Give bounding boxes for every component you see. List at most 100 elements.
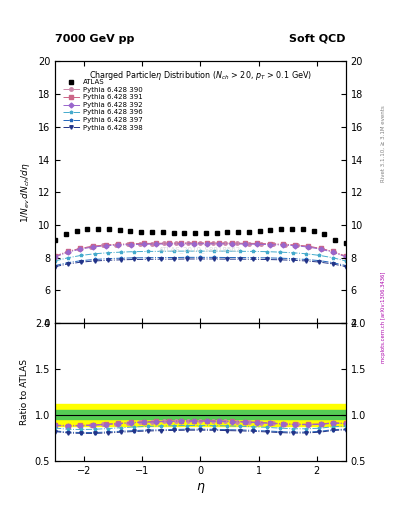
Pythia 6.428 392 — [217, 241, 222, 247]
Pythia 6.428 397 — [317, 258, 322, 264]
Pythia 6.428 391 — [305, 243, 310, 249]
Pythia 6.428 397 — [251, 254, 256, 261]
Pythia 6.428 392 — [179, 241, 184, 247]
Pythia 6.428 391 — [204, 240, 209, 246]
Pythia 6.428 390 — [271, 241, 275, 247]
Pythia 6.428 396 — [277, 249, 282, 255]
Pythia 6.428 397 — [106, 255, 110, 262]
Line: ATLAS: ATLAS — [53, 226, 348, 245]
Pythia 6.428 396 — [211, 248, 216, 254]
Pythia 6.428 397 — [198, 254, 203, 261]
Pythia 6.428 397 — [343, 263, 348, 269]
ATLAS — [333, 237, 338, 243]
Pythia 6.428 390 — [125, 241, 130, 247]
Pythia 6.428 390 — [162, 240, 167, 246]
Pythia 6.428 396 — [119, 249, 123, 255]
Pythia 6.428 392 — [331, 249, 336, 255]
Pythia 6.428 391 — [167, 240, 171, 246]
Pythia 6.428 398 — [145, 256, 150, 262]
Pythia 6.428 397 — [158, 254, 163, 261]
Pythia 6.428 397 — [66, 260, 71, 266]
Pythia 6.428 398 — [92, 258, 97, 264]
ATLAS — [268, 227, 273, 233]
Pythia 6.428 391 — [242, 240, 247, 246]
Pythia 6.428 397 — [145, 254, 150, 261]
Pythia 6.428 390 — [319, 246, 324, 252]
Pythia 6.428 391 — [318, 245, 323, 251]
ATLAS — [193, 230, 197, 236]
ATLAS — [139, 228, 143, 234]
ATLAS — [85, 226, 90, 232]
Pythia 6.428 392 — [154, 241, 158, 247]
Pythia 6.428 392 — [255, 241, 260, 247]
Pythia 6.428 398 — [238, 256, 242, 262]
Pythia 6.428 396 — [304, 251, 309, 257]
ATLAS — [117, 227, 122, 233]
Pythia 6.428 392 — [192, 241, 196, 247]
Pythia 6.428 398 — [290, 257, 295, 263]
Pythia 6.428 392 — [129, 242, 133, 248]
Pythia 6.428 397 — [172, 254, 176, 261]
Line: Pythia 6.428 397: Pythia 6.428 397 — [53, 255, 347, 267]
Text: Soft QCD: Soft QCD — [289, 33, 346, 44]
Line: Pythia 6.428 398: Pythia 6.428 398 — [53, 257, 347, 268]
Pythia 6.428 398 — [330, 261, 335, 267]
Text: mcplots.cern.ch [arXiv:1306.3436]: mcplots.cern.ch [arXiv:1306.3436] — [381, 272, 386, 363]
Pythia 6.428 390 — [77, 246, 82, 252]
Pythia 6.428 392 — [78, 246, 83, 252]
ATLAS — [128, 228, 133, 234]
Pythia 6.428 391 — [141, 240, 146, 246]
Pythia 6.428 391 — [192, 240, 196, 246]
Pythia 6.428 391 — [230, 240, 234, 246]
Pythia 6.428 396 — [53, 258, 57, 264]
Pythia 6.428 397 — [79, 258, 84, 264]
Pythia 6.428 392 — [65, 249, 70, 255]
Pythia 6.428 398 — [317, 259, 322, 265]
Pythia 6.428 391 — [331, 248, 336, 254]
Pythia 6.428 397 — [264, 255, 269, 261]
Pythia 6.428 390 — [174, 240, 178, 246]
Pythia 6.428 391 — [293, 242, 298, 248]
Pythia 6.428 398 — [119, 257, 123, 263]
Y-axis label: $1/N_{ev}\,dN_{ch}/d\eta$: $1/N_{ev}\,dN_{ch}/d\eta$ — [19, 162, 32, 223]
Pythia 6.428 396 — [185, 248, 189, 254]
Pythia 6.428 398 — [132, 257, 137, 263]
ATLAS — [322, 231, 327, 237]
Pythia 6.428 396 — [158, 248, 163, 254]
Pythia 6.428 398 — [53, 264, 57, 270]
Pythia 6.428 391 — [65, 248, 70, 254]
Pythia 6.428 396 — [198, 248, 203, 254]
Pythia 6.428 392 — [318, 246, 323, 252]
Pythia 6.428 390 — [65, 249, 70, 255]
Pythia 6.428 391 — [217, 240, 222, 246]
Pythia 6.428 392 — [167, 241, 171, 247]
Pythia 6.428 398 — [79, 259, 84, 265]
ATLAS — [160, 229, 165, 236]
Pythia 6.428 391 — [343, 253, 348, 259]
Pythia 6.428 396 — [224, 248, 229, 254]
Pythia 6.428 391 — [78, 245, 83, 251]
Pythia 6.428 396 — [79, 252, 84, 259]
Pythia 6.428 390 — [150, 241, 154, 247]
Pythia 6.428 397 — [132, 255, 137, 261]
Pythia 6.428 390 — [246, 241, 251, 247]
ATLAS — [290, 225, 294, 231]
Pythia 6.428 396 — [92, 251, 97, 257]
Pythia 6.428 396 — [106, 250, 110, 256]
Pythia 6.428 392 — [230, 241, 234, 247]
Pythia 6.428 398 — [343, 264, 348, 270]
Pythia 6.428 397 — [185, 254, 189, 261]
Pythia 6.428 392 — [141, 241, 146, 247]
ATLAS — [53, 237, 57, 243]
Pythia 6.428 390 — [186, 240, 191, 246]
Pythia 6.428 397 — [224, 254, 229, 261]
Pythia 6.428 397 — [238, 254, 242, 261]
Pythia 6.428 391 — [91, 243, 95, 249]
ATLAS — [182, 230, 187, 236]
Pythia 6.428 396 — [251, 248, 256, 254]
Pythia 6.428 396 — [238, 248, 242, 254]
ATLAS — [246, 228, 251, 234]
Pythia 6.428 390 — [101, 242, 106, 248]
ATLAS — [204, 230, 208, 236]
Pythia 6.428 397 — [290, 255, 295, 262]
